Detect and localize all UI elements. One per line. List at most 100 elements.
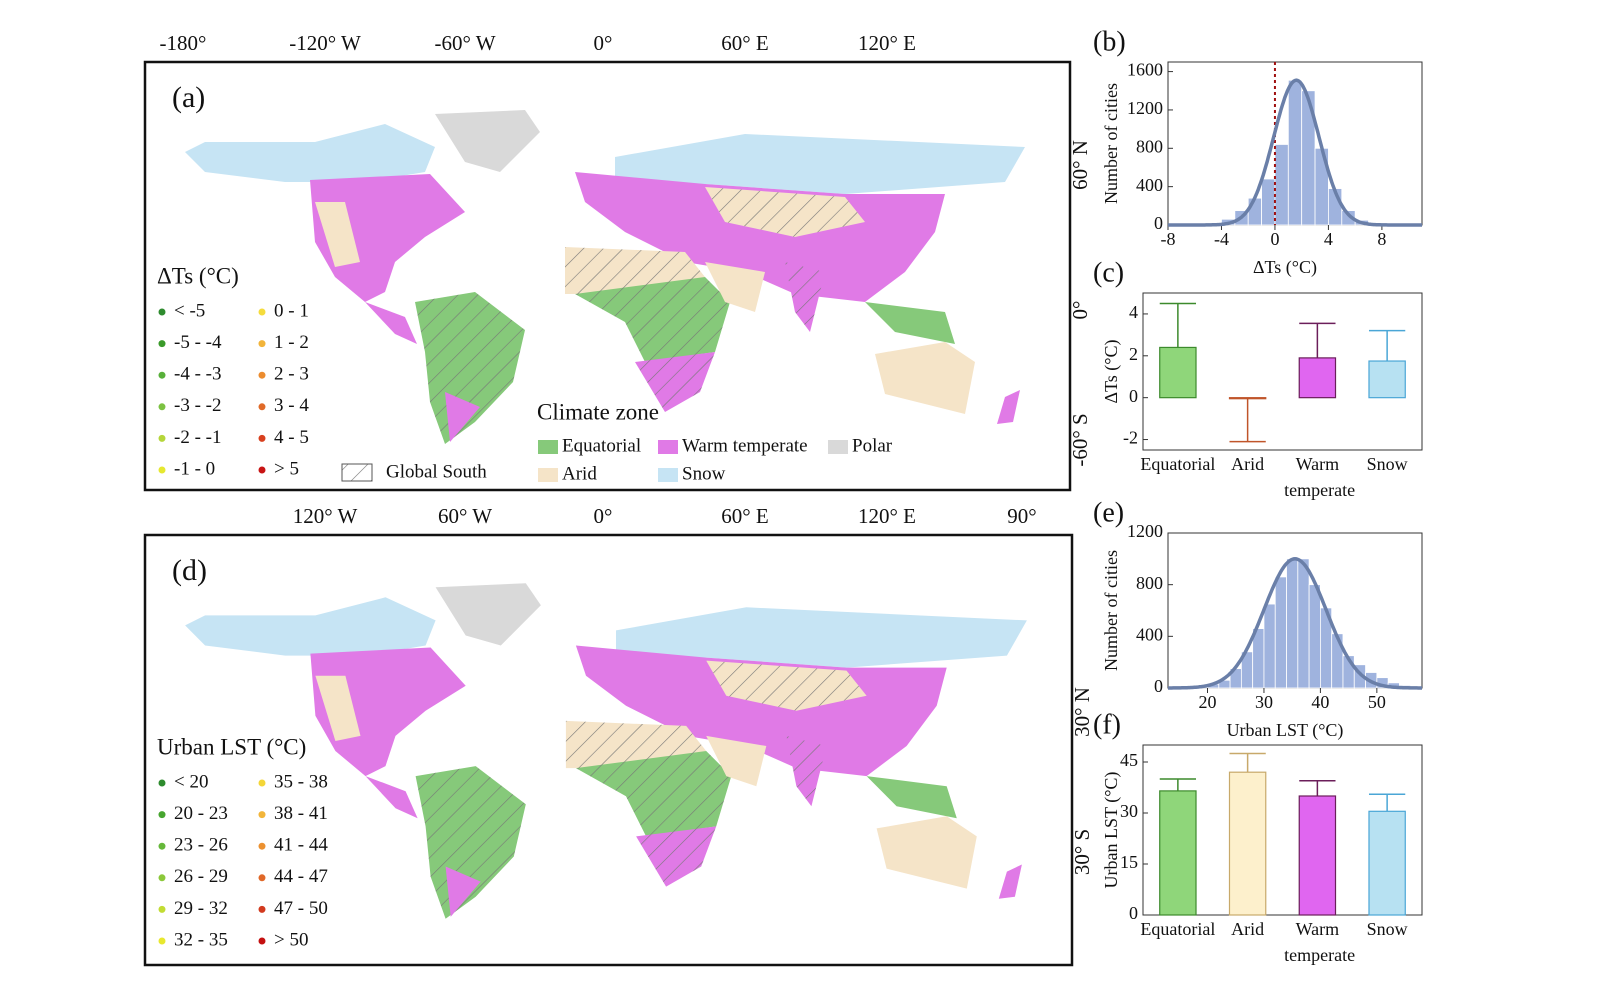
longitude-label: 60° W [438,504,492,528]
legend-label: -2 - -1 [174,427,221,448]
land [185,124,435,182]
land [998,864,1022,899]
panel-label: (f) [1093,709,1121,740]
y-tick-label: 400 [1136,175,1163,195]
legend-label: 32 - 35 [174,929,228,950]
histogram-bar [1261,178,1276,226]
bar [1298,357,1337,399]
plot-frame [1142,744,1423,916]
histogram-bar [1308,584,1321,689]
y-tick-label: 45 [1120,750,1138,770]
legend-label: < -5 [174,300,205,321]
histogram-bar [1287,79,1303,226]
legend-dot [158,905,166,913]
global-south-hatch [575,277,730,362]
bar [1228,771,1267,916]
bar [1159,346,1197,399]
land [310,647,466,777]
longitude-label: 0° [594,504,613,528]
histogram-bar [1341,210,1356,226]
y-tick-label: 0 [1129,386,1138,406]
land [315,675,361,741]
y-tick-label: 2 [1129,344,1138,364]
legend-title: Urban LST (°C) [157,734,306,759]
legend-label: < 20 [174,771,208,792]
legend-dot [258,434,266,442]
land [866,776,957,819]
land [706,735,767,787]
legend-dot [158,811,166,819]
global-south-hatch [706,660,867,711]
histogram-bar [1297,558,1310,689]
x-tick-label: Arid [1231,454,1264,474]
y-tick-label: 0 [1129,903,1138,923]
legend-dot [158,874,166,882]
climate-swatch [538,468,558,482]
legend-dot [158,308,166,316]
x-tick-label: Warm temperate [1280,454,1355,500]
legend-dot [258,308,266,316]
legend-dot [158,340,166,348]
climate-label: Arid [562,463,597,484]
longitude-label: 120° E [858,504,916,528]
climate-label: Equatorial [562,435,641,456]
climate-swatch [658,440,678,454]
land [445,392,480,442]
latitude-label: 60° N [1068,140,1092,190]
bar [1298,795,1337,916]
latitude-label: -60° S [1068,413,1092,466]
y-axis-label: Number of cities [1101,83,1121,204]
fit-curve [1168,557,1422,690]
climate-label: Warm temperate [682,435,808,456]
histogram-bar [1274,576,1287,689]
land [435,110,540,172]
panel-label: (e) [1093,497,1124,528]
y-tick-label: 800 [1136,573,1163,593]
x-axis-label: ΔTs (°C) [1253,257,1317,278]
global-south-hatch [415,292,525,444]
histogram-bar [1274,144,1289,226]
legend-dot [158,466,166,474]
legend-label: 26 - 29 [174,866,228,887]
legend-dot [258,403,266,411]
x-tick-label: -4 [1214,229,1229,249]
panel-label: (d) [172,554,207,587]
global-south-hatch [705,187,865,237]
legend-dot [158,371,166,379]
legend-label: 2 - 3 [274,364,309,385]
legend-dot [158,842,166,850]
longitude-label: 120° W [293,504,358,528]
x-tick-label: 4 [1324,229,1333,249]
land [705,262,765,312]
legend-dot [258,937,266,945]
x-tick-label: Arid [1231,919,1264,939]
legend-label: 29 - 32 [174,898,228,919]
legend-label: > 50 [274,929,308,950]
y-tick-label: 400 [1136,624,1163,644]
legend-title: ΔTs (°C) [157,263,239,288]
land [616,607,1027,668]
land [875,342,975,414]
climate-zone-title: Climate zone [537,399,659,424]
land [365,776,418,819]
x-tick-label: 20 [1199,692,1217,712]
longitude-label: 60° E [721,504,768,528]
x-tick-label: 0 [1270,229,1279,249]
land [435,583,541,646]
legend-dot [258,779,266,787]
land [315,202,360,267]
legend-dot [258,340,266,348]
y-axis-label: Number of cities [1101,550,1121,671]
legend-label: -4 - -3 [174,364,221,385]
global-south-hatch [786,735,827,807]
x-tick-label: Equatorial [1140,919,1215,939]
y-tick-label: 1600 [1127,60,1163,80]
global-south-hatch [636,826,717,887]
x-tick-label: Snow [1367,454,1408,474]
longitude-label: 120° E [858,31,916,55]
latitude-label: 0° [1068,301,1092,320]
x-tick-label: 50 [1368,692,1386,712]
y-axis-label: Urban LST (°C) [1101,772,1122,889]
x-tick-label: Equatorial [1140,454,1215,474]
